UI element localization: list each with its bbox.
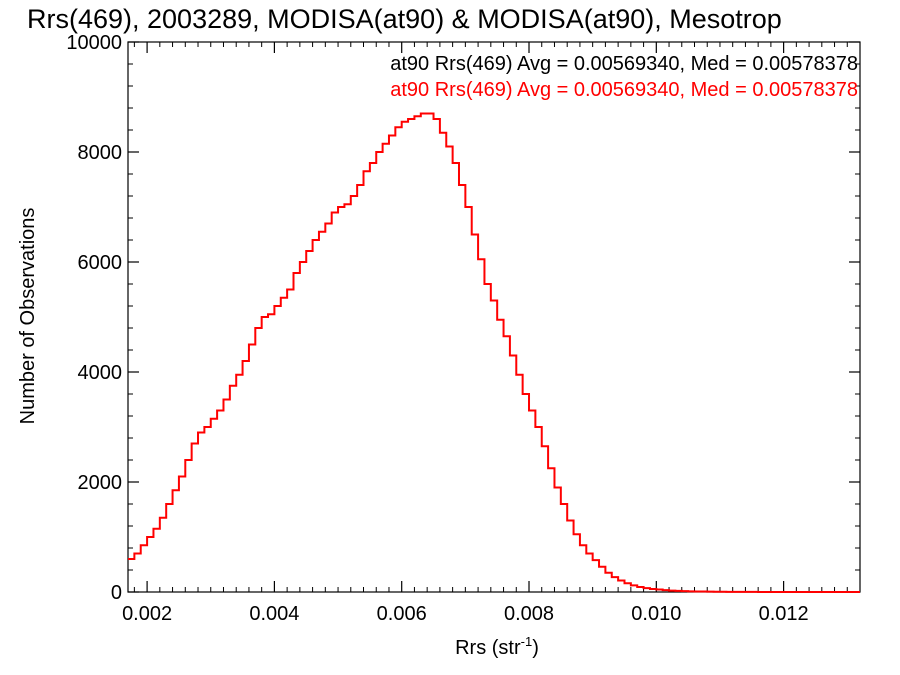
y-axis-ticks: 0 2000 4000 6000 8000 10000: [66, 32, 860, 604]
series-line-0: [128, 112, 860, 593]
y-tick-label: 10000: [66, 32, 122, 54]
plot-border: [127, 41, 861, 593]
y-tick-label: 4000: [78, 362, 123, 384]
x-axis-label-main: Rrs (str: [455, 637, 521, 659]
annotation-black: at90 Rrs(469) Avg = 0.00569340, Med = 0.…: [390, 53, 858, 75]
x-tick-label: 0.010: [631, 603, 681, 625]
y-axis-label: Number of Observations: [17, 208, 39, 425]
x-tick-label: 0.002: [122, 603, 172, 625]
x-tick-label: 0.012: [759, 603, 809, 625]
y-tick-label: 8000: [78, 142, 123, 164]
series-layer: [128, 112, 860, 593]
x-tick-label: 0.006: [377, 603, 427, 625]
annotation-red: at90 Rrs(469) Avg = 0.00569340, Med = 0.…: [390, 79, 858, 101]
chart-title: Rrs(469), 2003289, MODISA(at90) & MODISA…: [27, 4, 782, 34]
x-axis-label: Rrs (str-1): [455, 634, 539, 659]
y-tick-label: 6000: [78, 252, 123, 274]
x-axis-ticks: 0.002 0.004 0.006 0.008 0.010 0.012: [122, 42, 861, 625]
x-axis-label-sup: -1: [521, 634, 533, 649]
y-tick-label: 0: [111, 582, 122, 604]
x-axis-label-close: ): [532, 637, 539, 659]
plot-frame: [127, 41, 861, 593]
x-tick-label: 0.004: [249, 603, 299, 625]
y-tick-label: 2000: [78, 472, 123, 494]
x-tick-label: 0.008: [504, 603, 554, 625]
